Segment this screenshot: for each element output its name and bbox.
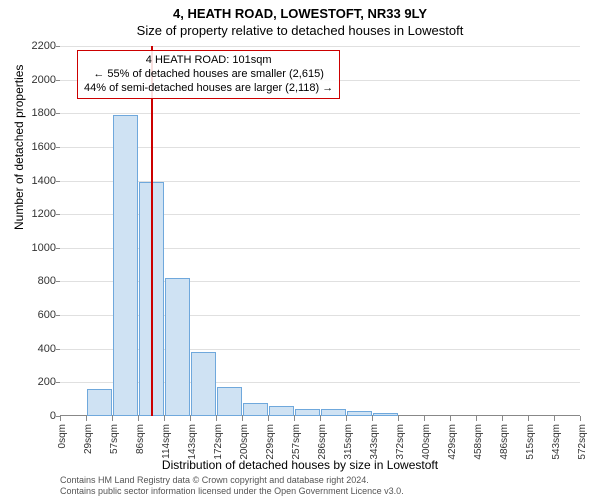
ytick-mark xyxy=(56,80,60,81)
xtick-mark xyxy=(450,416,451,421)
ytick-mark xyxy=(56,382,60,383)
xtick-mark xyxy=(320,416,321,421)
xtick-mark xyxy=(476,416,477,421)
ytick-mark xyxy=(56,315,60,316)
chart-title-sub: Size of property relative to detached ho… xyxy=(0,21,600,38)
x-axis-title: Distribution of detached houses by size … xyxy=(0,458,600,472)
ytick-label: 0 xyxy=(16,410,56,422)
xtick-mark xyxy=(372,416,373,421)
ytick-label: 1600 xyxy=(16,141,56,153)
xtick-mark xyxy=(346,416,347,421)
ytick-mark xyxy=(56,113,60,114)
ytick-label: 400 xyxy=(16,343,56,355)
xtick-label: 486sqm xyxy=(499,424,510,460)
xtick-mark xyxy=(60,416,61,421)
ytick-label: 1800 xyxy=(16,107,56,119)
histogram-bar xyxy=(321,409,346,416)
histogram-bar xyxy=(347,411,372,416)
ytick-label: 800 xyxy=(16,275,56,287)
xtick-mark xyxy=(216,416,217,421)
xtick-label: 458sqm xyxy=(473,424,484,460)
ytick-label: 600 xyxy=(16,309,56,321)
gridline xyxy=(60,147,580,148)
ytick-mark xyxy=(56,181,60,182)
histogram-bar xyxy=(165,278,190,416)
ytick-label: 200 xyxy=(16,376,56,388)
footnote-line2: Contains public sector information licen… xyxy=(60,486,404,496)
xtick-label: 572sqm xyxy=(577,424,588,460)
xtick-mark xyxy=(424,416,425,421)
histogram-bar xyxy=(87,389,112,416)
ytick-mark xyxy=(56,281,60,282)
annotation-box: 4 HEATH ROAD: 101sqm← 55% of detached ho… xyxy=(77,50,340,99)
histogram-bar xyxy=(243,403,268,416)
ytick-mark xyxy=(56,214,60,215)
xtick-label: 0sqm xyxy=(57,424,68,448)
gridline xyxy=(60,46,580,47)
reference-line xyxy=(151,46,153,416)
xtick-label: 57sqm xyxy=(109,424,120,454)
xtick-label: 229sqm xyxy=(265,424,276,460)
histogram-bar xyxy=(373,413,398,416)
xtick-label: 143sqm xyxy=(187,424,198,460)
xtick-label: 515sqm xyxy=(525,424,536,460)
plot-area: 0200400600800100012001400160018002000220… xyxy=(60,46,580,416)
xtick-mark xyxy=(398,416,399,421)
histogram-bar xyxy=(217,387,242,416)
xtick-label: 257sqm xyxy=(291,424,302,460)
xtick-label: 343sqm xyxy=(369,424,380,460)
xtick-label: 172sqm xyxy=(213,424,224,460)
ytick-label: 2200 xyxy=(16,40,56,52)
footnote: Contains HM Land Registry data © Crown c… xyxy=(60,475,404,496)
histogram-bar xyxy=(113,115,138,416)
chart-area: 0200400600800100012001400160018002000220… xyxy=(60,46,580,416)
annotation-line: ← 55% of detached houses are smaller (2,… xyxy=(84,68,333,82)
xtick-label: 86sqm xyxy=(135,424,146,454)
annotation-line: 44% of semi-detached houses are larger (… xyxy=(84,82,333,96)
xtick-mark xyxy=(502,416,503,421)
xtick-label: 372sqm xyxy=(395,424,406,460)
ytick-mark xyxy=(56,248,60,249)
xtick-label: 400sqm xyxy=(421,424,432,460)
xtick-mark xyxy=(580,416,581,421)
xtick-label: 286sqm xyxy=(317,424,328,460)
ytick-label: 1400 xyxy=(16,175,56,187)
xtick-label: 429sqm xyxy=(447,424,458,460)
xtick-mark xyxy=(86,416,87,421)
histogram-bar xyxy=(269,406,294,416)
ytick-mark xyxy=(56,46,60,47)
ytick-label: 2000 xyxy=(16,74,56,86)
xtick-label: 114sqm xyxy=(161,424,172,459)
xtick-label: 543sqm xyxy=(551,424,562,460)
annotation-line: 4 HEATH ROAD: 101sqm xyxy=(84,54,333,68)
xtick-label: 29sqm xyxy=(83,424,94,454)
xtick-label: 315sqm xyxy=(343,424,354,460)
xtick-mark xyxy=(528,416,529,421)
histogram-bar xyxy=(295,409,320,416)
xtick-mark xyxy=(138,416,139,421)
ytick-label: 1200 xyxy=(16,208,56,220)
xtick-mark xyxy=(164,416,165,421)
xtick-mark xyxy=(294,416,295,421)
xtick-mark xyxy=(242,416,243,421)
ytick-mark xyxy=(56,147,60,148)
histogram-bar xyxy=(191,352,216,416)
chart-title-main: 4, HEATH ROAD, LOWESTOFT, NR33 9LY xyxy=(0,0,600,21)
ytick-label: 1000 xyxy=(16,242,56,254)
footnote-line1: Contains HM Land Registry data © Crown c… xyxy=(60,475,404,485)
xtick-mark xyxy=(112,416,113,421)
xtick-mark xyxy=(190,416,191,421)
ytick-mark xyxy=(56,349,60,350)
xtick-label: 200sqm xyxy=(239,424,250,460)
xtick-mark xyxy=(554,416,555,421)
gridline xyxy=(60,113,580,114)
xtick-mark xyxy=(268,416,269,421)
